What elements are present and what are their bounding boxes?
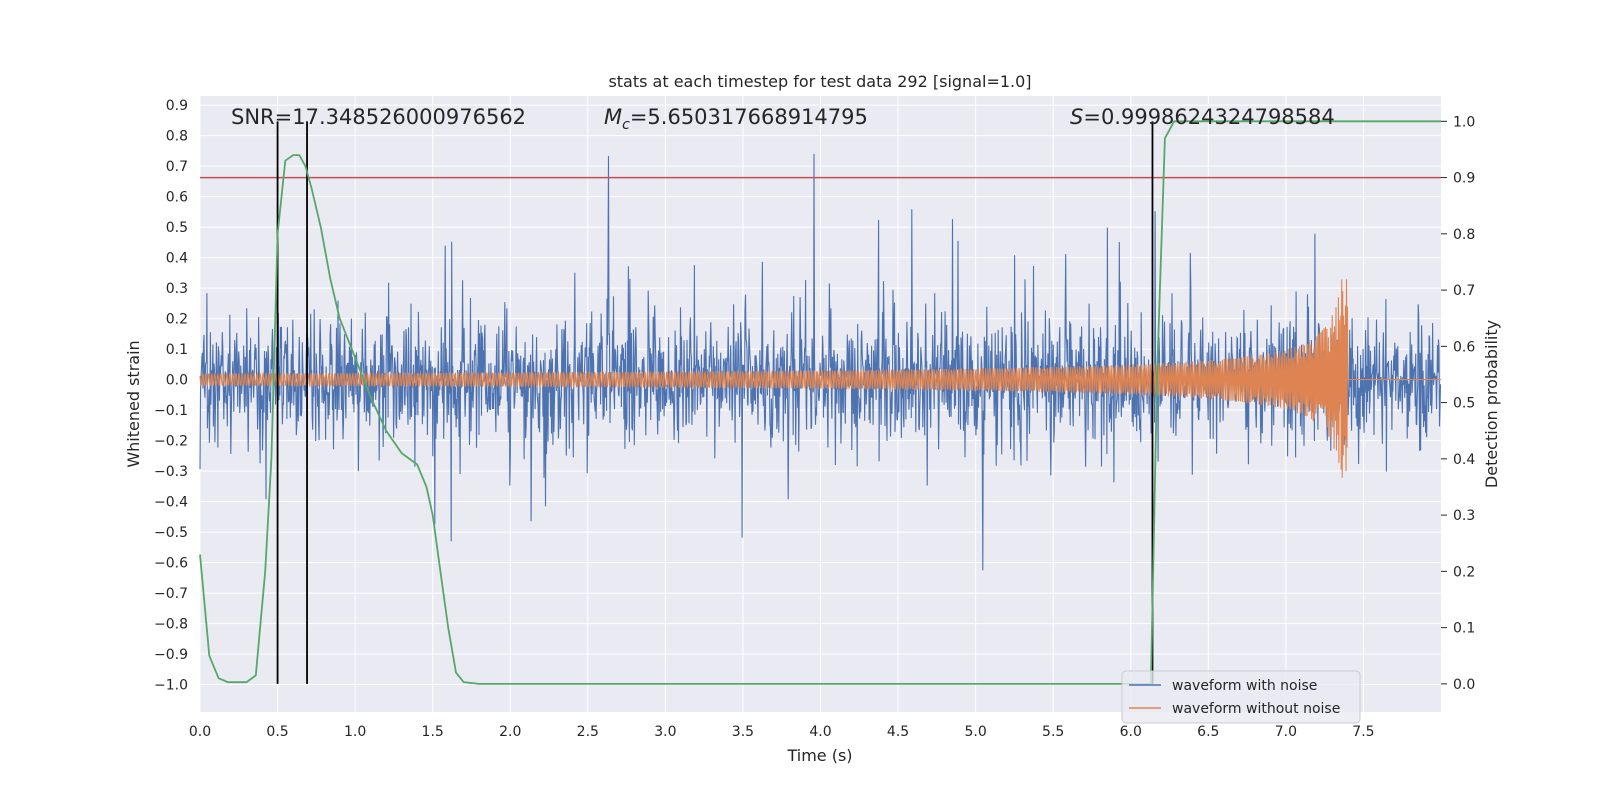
y-tick-label: −0.6 bbox=[154, 556, 188, 572]
y2-tick-label: 0.1 bbox=[1453, 621, 1475, 637]
s-value: =0.9998624324798584 bbox=[1083, 105, 1334, 129]
y2-tick-label: 0.7 bbox=[1453, 283, 1475, 299]
y-tick-label: 0.2 bbox=[166, 312, 188, 328]
y-tick-label: −0.5 bbox=[154, 525, 188, 541]
y-tick-label: −0.3 bbox=[154, 464, 188, 480]
y2-tick-label: 0.2 bbox=[1453, 564, 1475, 580]
series-waveform-without-noise bbox=[199, 279, 1441, 478]
chirp-mass-value: =5.650317668914795 bbox=[630, 105, 868, 129]
x-tick-label: 4.5 bbox=[887, 724, 909, 740]
y-tick-label: 0.1 bbox=[166, 342, 188, 358]
y2-axis-ticks: 1.0 0.9 0.8 0.7 0.6 0.5 0.4 0.3 0.2 0.1 0.0 bbox=[1441, 114, 1475, 693]
y-tick-label: 0.6 bbox=[166, 190, 188, 206]
s-annotation: S=0.9998624324798584 bbox=[1070, 105, 1335, 129]
x-axis-ticks: 0.0 0.5 1.0 1.5 2.0 2.5 3.0 3.5 4.0 4.5 5.0 5.5 6.0 6… bbox=[189, 724, 1375, 740]
x-tick-label: 3.0 bbox=[654, 724, 676, 740]
chart-title: stats at each timestep for test data 292… bbox=[608, 72, 1031, 91]
y2-axis-label: Detection probability bbox=[1482, 320, 1501, 488]
x-tick-label: 0.0 bbox=[189, 724, 211, 740]
y2-tick-label: 0.6 bbox=[1453, 339, 1475, 355]
chirp-mass-symbol: M bbox=[604, 105, 622, 129]
y2-tick-label: 0.4 bbox=[1453, 452, 1475, 468]
y-axis-ticks: 0.9 0.8 0.7 0.6 0.5 0.4 0.3 0.2 0.1 0.0 −0.1 −0.2 −0… bbox=[154, 98, 188, 693]
legend: waveform with noise waveform without noi… bbox=[1121, 670, 1361, 724]
snr-annotation: SNR=17.348526000976562 bbox=[231, 105, 526, 129]
series-detection-probability bbox=[199, 120, 1441, 685]
y-tick-label: −0.9 bbox=[154, 647, 188, 663]
chirp-mass-subscript: c bbox=[622, 117, 630, 133]
y2-tick-label: 0.3 bbox=[1453, 508, 1475, 524]
y-tick-label: 0.4 bbox=[166, 251, 188, 267]
y-tick-label: −0.7 bbox=[154, 586, 188, 602]
x-tick-label: 3.5 bbox=[732, 724, 754, 740]
s-symbol: S bbox=[1070, 105, 1083, 129]
y-tick-label: −0.4 bbox=[154, 495, 188, 511]
y2-tick-label: 0.0 bbox=[1453, 677, 1475, 693]
x-tick-label: 5.0 bbox=[964, 724, 986, 740]
legend-label-noise: waveform with noise bbox=[1172, 678, 1317, 694]
x-tick-label: 2.0 bbox=[499, 724, 521, 740]
y-tick-label: −0.2 bbox=[154, 434, 188, 450]
chirp-mass-annotation: Mc=5.650317668914795 bbox=[604, 105, 868, 133]
x-tick-label: 2.5 bbox=[577, 724, 599, 740]
y-axis-label: Whitened strain bbox=[124, 340, 143, 467]
y2-tick-label: 0.8 bbox=[1453, 227, 1475, 243]
y2-tick-label: 1.0 bbox=[1453, 114, 1475, 130]
x-tick-label: 1.0 bbox=[344, 724, 366, 740]
y-tick-label: 0.9 bbox=[166, 98, 188, 114]
y-tick-label: 0.3 bbox=[166, 281, 188, 297]
legend-box bbox=[1121, 670, 1361, 724]
x-tick-label: 5.5 bbox=[1042, 724, 1064, 740]
x-axis-label: Time (s) bbox=[786, 746, 852, 765]
y-tick-label: −0.8 bbox=[154, 617, 188, 633]
x-tick-label: 1.5 bbox=[422, 724, 444, 740]
legend-label-no-noise: waveform without noise bbox=[1172, 701, 1340, 717]
x-tick-label: 7.5 bbox=[1352, 724, 1374, 740]
y-tick-label: 0.8 bbox=[166, 129, 188, 145]
y2-tick-label: 0.5 bbox=[1453, 396, 1475, 412]
y-tick-label: 0.0 bbox=[166, 373, 188, 389]
x-tick-label: 4.0 bbox=[809, 724, 831, 740]
y-tick-label: −0.1 bbox=[154, 403, 188, 419]
probability-line bbox=[199, 120, 1441, 685]
y-tick-label: 0.7 bbox=[166, 159, 188, 175]
clean-waveform-line bbox=[199, 279, 1441, 478]
x-tick-label: 0.5 bbox=[266, 724, 288, 740]
y2-tick-label: 0.9 bbox=[1453, 171, 1475, 187]
y-tick-label: −1.0 bbox=[154, 678, 188, 694]
x-tick-label: 7.0 bbox=[1275, 724, 1297, 740]
y-tick-label: 0.5 bbox=[166, 220, 188, 236]
x-tick-label: 6.0 bbox=[1120, 724, 1142, 740]
x-tick-label: 6.5 bbox=[1197, 724, 1219, 740]
